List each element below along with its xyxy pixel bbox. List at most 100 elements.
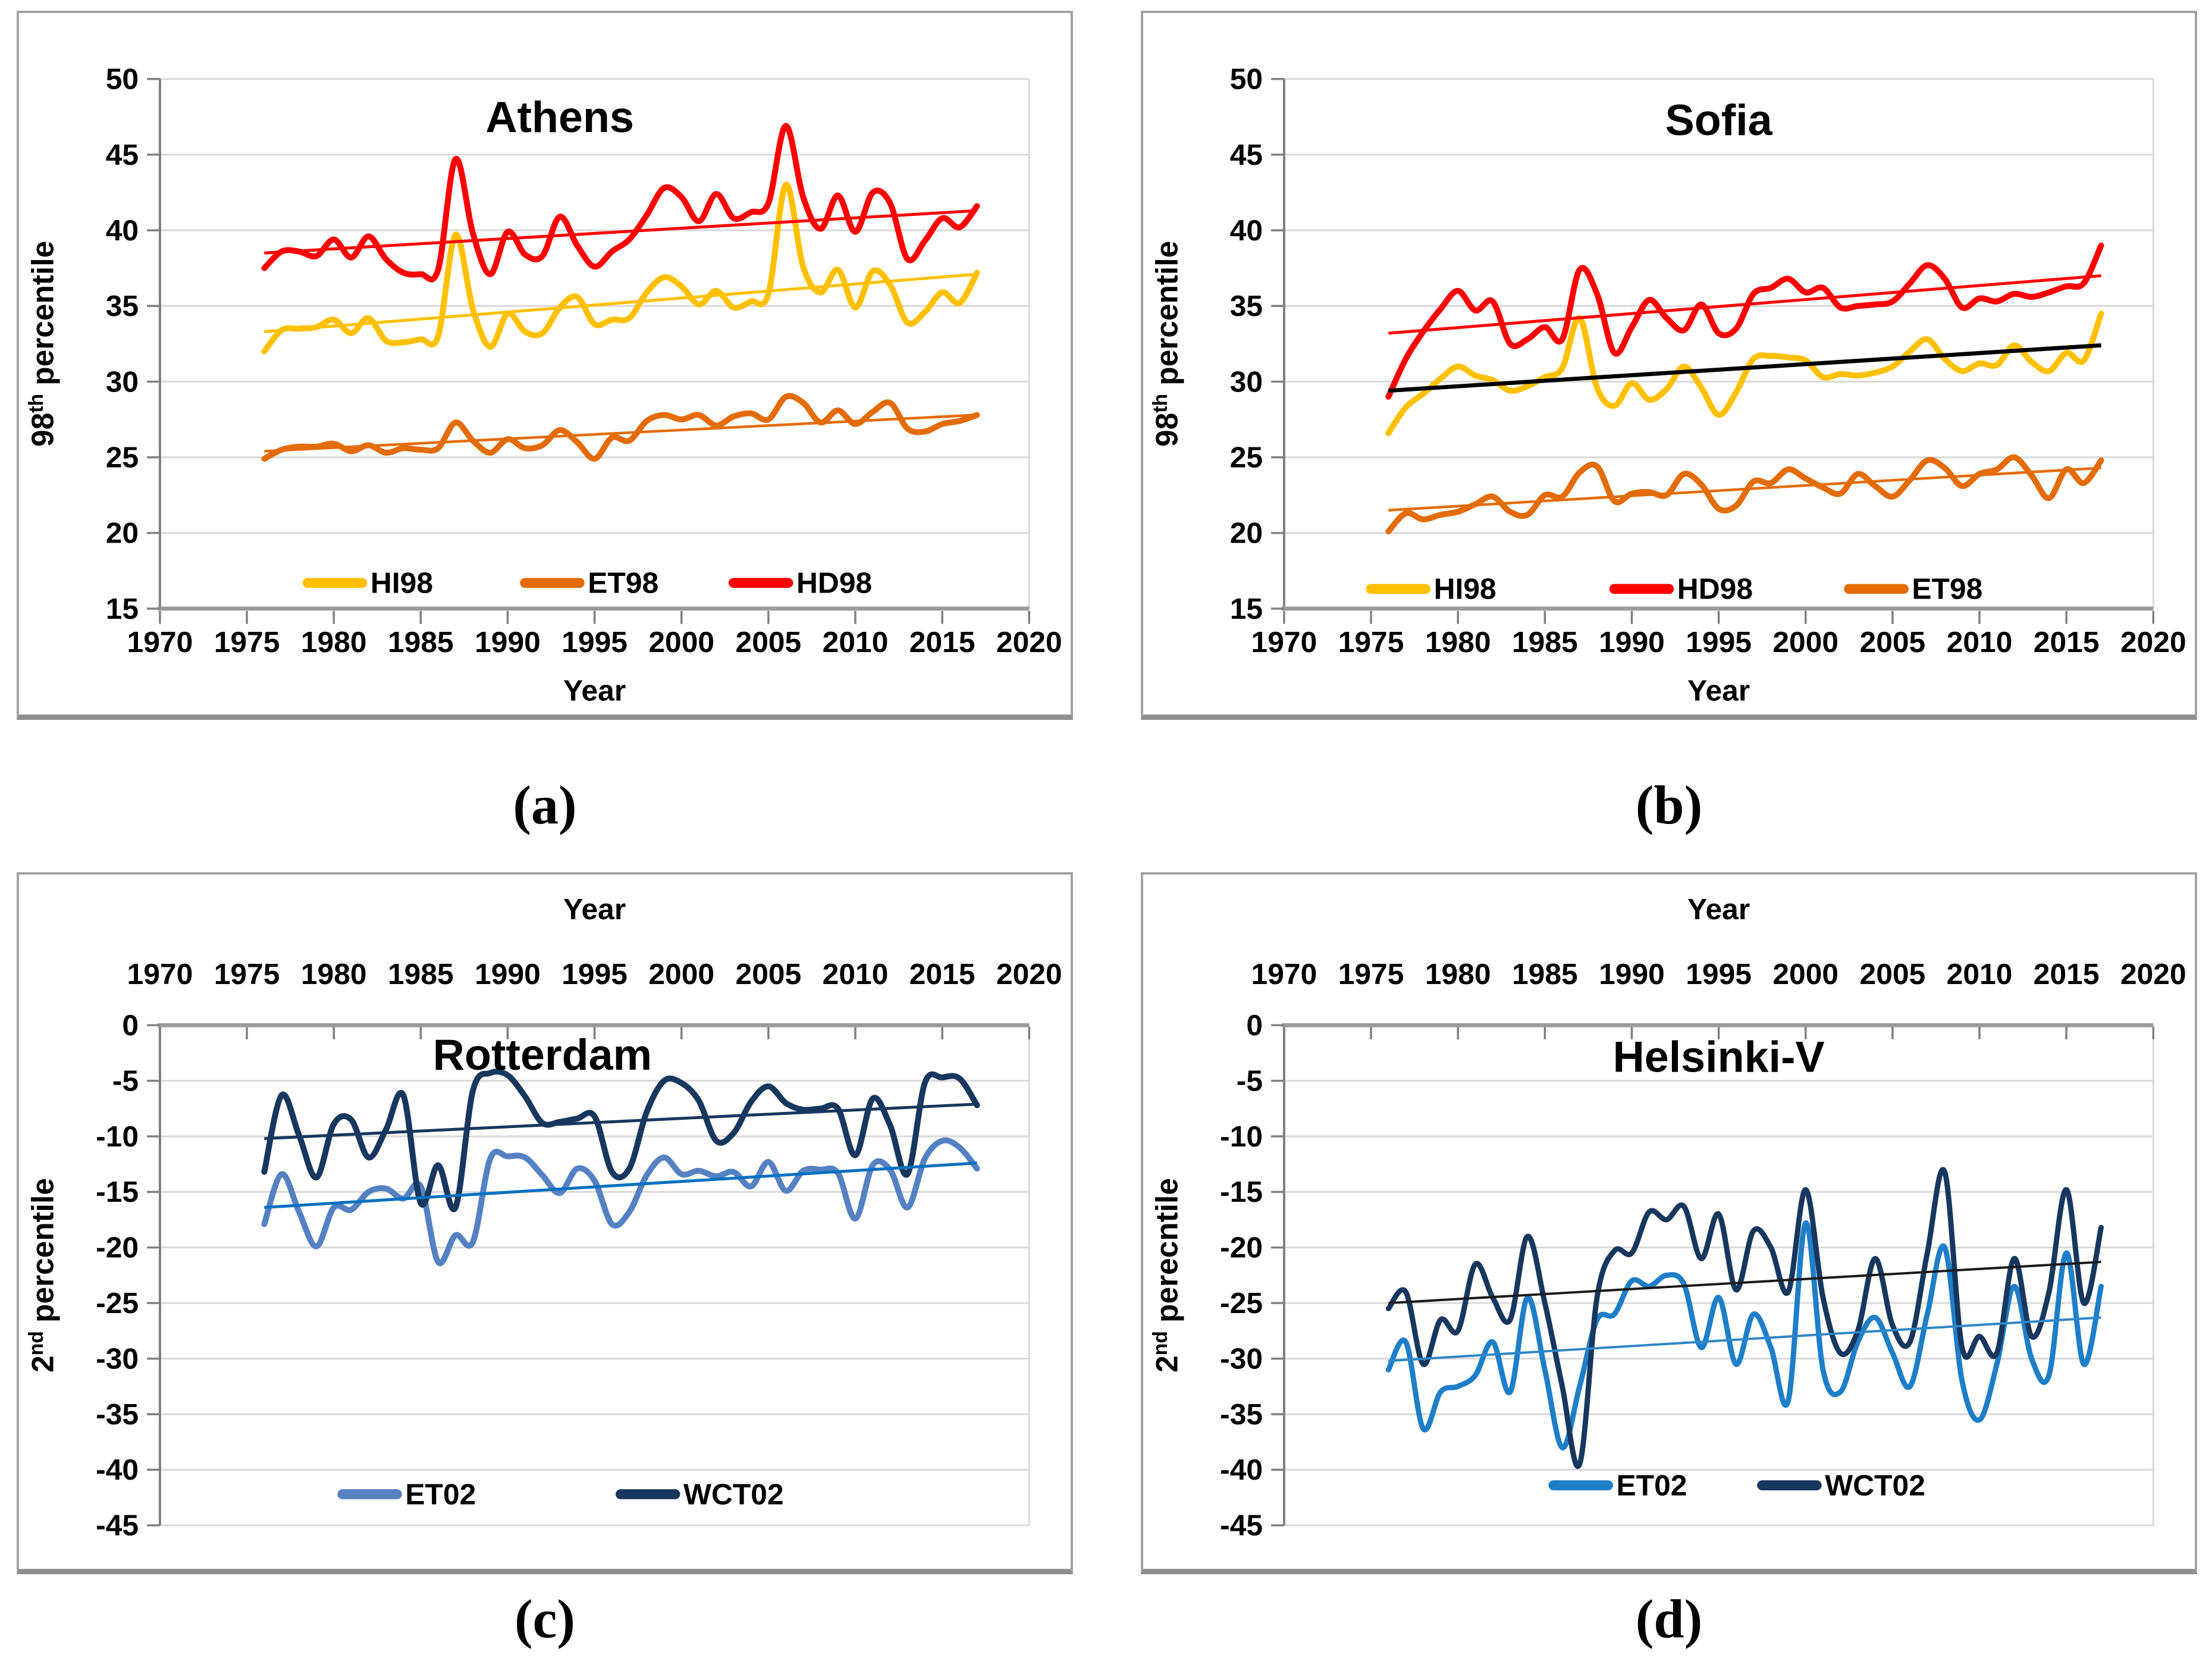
- label: 40: [1230, 214, 1263, 247]
- legend-label-et02: ET02: [1616, 1469, 1687, 1502]
- legend-item-hd98: HD98: [1609, 572, 1753, 606]
- label: -20: [1220, 1231, 1263, 1264]
- label: 1985: [1512, 625, 1578, 659]
- label: 45: [1230, 138, 1263, 171]
- helsinki-axes: [1271, 1023, 2155, 1527]
- helsinki-y-axis-title: 2nd perecntile: [1149, 1178, 1184, 1373]
- panel-helsinki: 1970 1975 1980 1985 1990 1995 2000 2005 2010 2015…: [1141, 872, 2197, 1574]
- caption-b: (b): [1635, 775, 1703, 835]
- label: -35: [96, 1398, 139, 1431]
- rotterdam-y-axis-title: 2nd percentile: [25, 1178, 60, 1373]
- label: -45: [1220, 1509, 1263, 1542]
- athens-trend-hd98: [264, 209, 977, 255]
- label: 2005: [736, 625, 802, 659]
- label: 2005: [736, 957, 802, 991]
- label: 35: [106, 289, 139, 322]
- helsinki-trend-wct02: [1388, 1261, 2101, 1305]
- athens-legend: HI98 ET98 HD98: [302, 566, 872, 600]
- athens-axis-labels: 1970 1975 1980 1985 1990 1995 2000 2005 2010 2015…: [106, 62, 1062, 707]
- rotterdam-trend-et02: [264, 1161, 977, 1210]
- legend-label-hi98: HI98: [1434, 572, 1496, 606]
- legend-item-et02: ET02: [1548, 1469, 1687, 1502]
- label: 30: [1230, 365, 1263, 398]
- label: 15: [106, 592, 139, 625]
- label: 1970: [127, 625, 193, 659]
- sofia-legend: HI98 HD98 ET98: [1366, 572, 1982, 606]
- label: 1990: [1599, 957, 1665, 991]
- label: 0: [1246, 1008, 1263, 1042]
- label: 2000: [1772, 625, 1838, 659]
- rotterdam-series-wct02: [261, 1069, 980, 1213]
- label: 1990: [475, 625, 541, 659]
- athens-axes: [147, 78, 1031, 624]
- athens-series-et98: [261, 393, 980, 462]
- label: 25: [1230, 441, 1263, 474]
- helsinki-trend-et02: [1388, 1316, 2101, 1362]
- label: -35: [1220, 1398, 1263, 1431]
- legend-label-et02: ET02: [405, 1477, 476, 1511]
- label: -25: [1220, 1286, 1263, 1320]
- legend-label-et98: ET98: [588, 566, 658, 600]
- label: 1985: [388, 625, 454, 659]
- label: 15: [1230, 592, 1263, 625]
- legend-item-hi98: HI98: [1366, 572, 1496, 606]
- label: 2020: [2120, 625, 2186, 659]
- label: 20: [106, 516, 139, 550]
- sofia-trend-hi98: [1388, 343, 2101, 393]
- legend-label-hd98: HD98: [1677, 572, 1753, 606]
- label: Year: [563, 673, 626, 707]
- label: 2015: [2034, 625, 2100, 659]
- label: 1975: [214, 625, 280, 659]
- label: 1995: [1686, 957, 1752, 991]
- label: 1975: [1338, 625, 1404, 659]
- sofia-trend-hd98: [1388, 274, 2101, 335]
- panel-athens: 1970 1975 1980 1985 1990 1995 2000 2005 2010 2015…: [17, 11, 1073, 720]
- label: -20: [96, 1231, 139, 1264]
- athens-trend-hi98: [264, 272, 977, 333]
- legend-item-hd98: HD98: [728, 566, 872, 600]
- label: 1980: [301, 957, 367, 991]
- legend-item-et98: ET98: [520, 566, 658, 600]
- label: 20: [1230, 516, 1263, 550]
- label: 1980: [1425, 957, 1491, 991]
- sofia-series-hd98: [1385, 242, 2104, 400]
- label: -15: [1220, 1175, 1263, 1208]
- label: 1990: [1599, 625, 1665, 659]
- label: 2000: [648, 625, 714, 659]
- rotterdam-series-et02: [261, 1137, 980, 1267]
- label: -5: [1237, 1064, 1263, 1098]
- helsinki-title: Helsinki-V: [1613, 1033, 1825, 1082]
- label: -5: [112, 1064, 139, 1098]
- label: 2005: [1860, 957, 1926, 991]
- rotterdam-axis-labels: 1970 1975 1980 1985 1990 1995 2000 2005 2010 2015…: [96, 892, 1062, 1542]
- label: -45: [96, 1509, 139, 1542]
- label: -30: [96, 1342, 139, 1376]
- label: Year: [1687, 673, 1750, 707]
- panel-rotterdam: 1970 1975 1980 1985 1990 1995 2000 2005 2010 2015…: [17, 872, 1073, 1574]
- label: 0: [122, 1008, 139, 1042]
- caption-a: (a): [513, 775, 577, 835]
- label: 1975: [1338, 957, 1404, 991]
- rotterdam-title: Rotterdam: [433, 1030, 652, 1079]
- label: 1980: [301, 625, 367, 659]
- legend-item-wct02: WCT02: [616, 1477, 784, 1511]
- label: 45: [106, 138, 139, 171]
- label: 1990: [475, 957, 541, 991]
- rotterdam-trend-wct02: [264, 1102, 977, 1141]
- label: 2010: [823, 957, 889, 991]
- label: 1985: [1512, 957, 1578, 991]
- label: 2010: [1947, 625, 2013, 659]
- label: 1995: [1686, 625, 1752, 659]
- label: -30: [1220, 1342, 1263, 1376]
- legend-item-hi98: HI98: [302, 566, 433, 600]
- label: 1970: [127, 957, 193, 991]
- label: 1970: [1251, 957, 1317, 991]
- label: -15: [96, 1175, 139, 1208]
- helsinki-legend: ET02 WCT02: [1548, 1469, 1925, 1502]
- label: 1985: [388, 957, 454, 991]
- label: 35: [1230, 289, 1263, 322]
- sofia-axis-labels: 1970 1975 1980 1985 1990 1995 2000 2005 2010 2015…: [1230, 62, 2186, 707]
- panel-sofia: 1970 1975 1980 1985 1990 1995 2000 2005 2010 2015…: [1141, 11, 2197, 720]
- sofia-series-hi98: [1385, 311, 2104, 436]
